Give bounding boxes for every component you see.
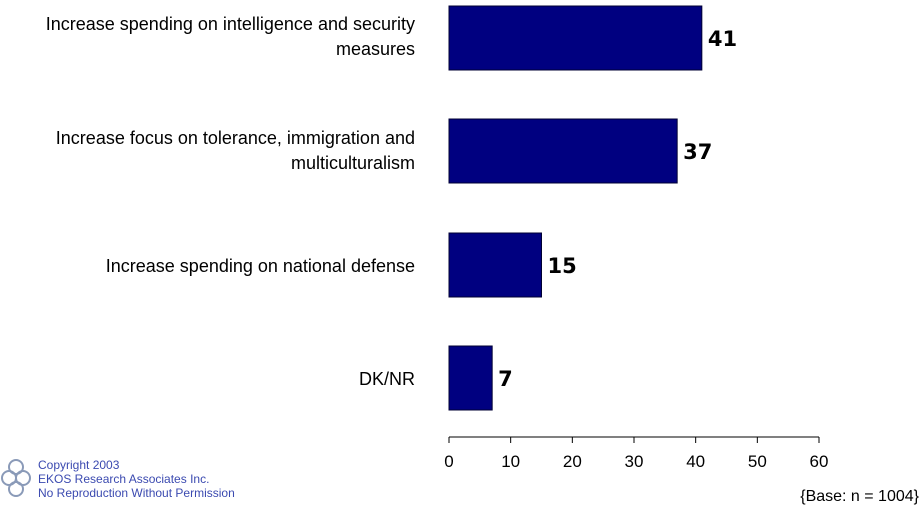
category-label-line: multiculturalism: [290, 153, 415, 173]
bar-value-label: 37: [683, 140, 712, 164]
category-label-line: Increase spending on intelligence and se…: [45, 14, 415, 34]
x-tick-label: 10: [501, 452, 520, 471]
copyright-text: Copyright 2003: [38, 458, 120, 472]
bar-value-label: 7: [498, 367, 513, 391]
x-tick-label: 60: [810, 452, 829, 471]
company-text: EKOS Research Associates Inc.: [38, 472, 210, 486]
category-label-intelligence: Increase spending on intelligence and se…: [0, 12, 415, 62]
ekos-logo-icon: [1, 459, 31, 497]
category-label-defense: Increase spending on national defense: [0, 254, 415, 279]
reproduction-notice: No Reproduction Without Permission: [38, 486, 235, 500]
category-label-line: Increase focus on tolerance, immigration…: [55, 128, 415, 148]
bar: [448, 118, 678, 184]
copyright-footer: Copyright 2003 EKOS Research Associates …: [38, 458, 235, 500]
x-tick-label: 30: [625, 452, 644, 471]
category-label-line: Increase spending on national defense: [105, 256, 415, 276]
category-label-dknr: DK/NR: [0, 367, 415, 392]
x-tick-label: 50: [748, 452, 767, 471]
bar: [448, 5, 703, 71]
value-labels-group: 41 37 15 7: [498, 27, 737, 391]
x-tick-label: 0: [444, 452, 453, 471]
bar: [448, 345, 493, 411]
x-axis: 0 10 20 30 40 50 60: [444, 436, 829, 471]
bar: [448, 232, 542, 298]
category-label-tolerance: Increase focus on tolerance, immigration…: [0, 126, 415, 176]
base-note: {Base: n = 1004}: [800, 488, 919, 505]
category-label-line: measures: [335, 39, 415, 59]
bar-value-label: 41: [708, 27, 737, 51]
x-tick-label: 20: [563, 452, 582, 471]
x-tick-label: 40: [686, 452, 705, 471]
bars-group: [448, 5, 703, 411]
category-label-line: DK/NR: [358, 369, 415, 389]
bar-value-label: 15: [548, 254, 577, 278]
